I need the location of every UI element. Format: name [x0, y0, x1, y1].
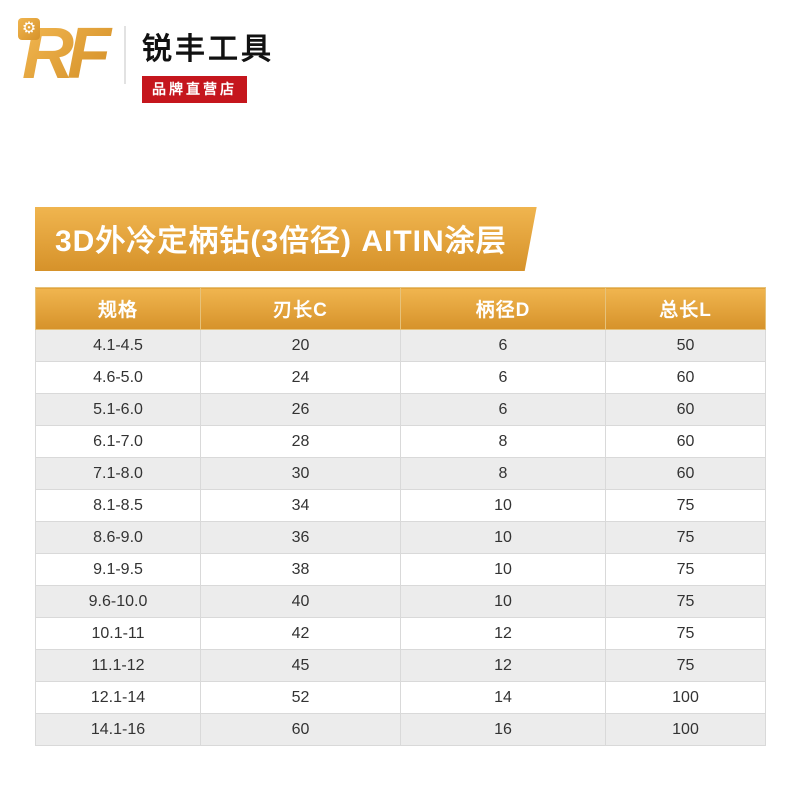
table-cell: 10.1-11 [35, 617, 201, 650]
table-cell: 60 [605, 425, 766, 458]
brand-logo: ⚙ RF [18, 16, 114, 90]
table-cell: 75 [605, 553, 766, 586]
spec-table: 规格 刃长C 柄径D 总长L 4.1-4.5 20 6 50 4.6-5.0 24 6 60 5.1-… [35, 287, 766, 746]
table-cell: 4.1-4.5 [35, 329, 201, 362]
table-cell: 7.1-8.0 [35, 457, 201, 490]
table-cell: 9.1-9.5 [35, 553, 201, 586]
table-row: 4.6-5.0 24 6 60 [35, 361, 766, 394]
table-row: 6.1-7.0 28 8 60 [35, 425, 766, 458]
table-cell: 6.1-7.0 [35, 425, 201, 458]
table-row: 4.1-4.5 20 6 50 [35, 329, 766, 362]
table-row: 7.1-8.0 30 8 60 [35, 457, 766, 490]
table-cell: 12 [400, 617, 606, 650]
table-cell: 60 [200, 713, 401, 746]
table-cell: 6 [400, 393, 606, 426]
table-cell: 75 [605, 521, 766, 554]
table-cell: 12.1-14 [35, 681, 201, 714]
table-cell: 28 [200, 425, 401, 458]
table-cell: 45 [200, 649, 401, 682]
brand-badge: 品牌直营店 [141, 76, 247, 103]
table-cell: 10 [400, 585, 606, 618]
column-header: 刃长C [200, 287, 401, 330]
table-row: 5.1-6.0 26 6 60 [35, 393, 766, 426]
table-cell: 50 [605, 329, 766, 362]
table-row: 9.1-9.5 38 10 75 [35, 553, 766, 586]
table-body: 4.1-4.5 20 6 50 4.6-5.0 24 6 60 5.1-6.0 26 6 60 6.1-… [35, 329, 766, 746]
brand-block: 锐丰工具 品牌直营店 [141, 16, 274, 103]
table-cell: 75 [605, 489, 766, 522]
table-cell: 30 [200, 457, 401, 490]
table-cell: 60 [605, 393, 766, 426]
table-row: 12.1-14 52 14 100 [35, 681, 766, 714]
table-row: 8.6-9.0 36 10 75 [35, 521, 766, 554]
table-cell: 75 [605, 585, 766, 618]
table-header-row: 规格 刃长C 柄径D 总长L [35, 287, 766, 330]
table-cell: 8 [400, 457, 606, 490]
table-cell: 8.6-9.0 [35, 521, 201, 554]
spec-table-wrap: 规格 刃长C 柄径D 总长L 4.1-4.5 20 6 50 4.6-5.0 24 6 60 5.1-… [0, 271, 800, 746]
product-title-banner: 3D外冷定柄钻(3倍径) AITIN涂层 [35, 207, 537, 271]
table-cell: 4.6-5.0 [35, 361, 201, 394]
table-cell: 9.6-10.0 [35, 585, 201, 618]
table-cell: 36 [200, 521, 401, 554]
table-cell: 11.1-12 [35, 649, 201, 682]
table-cell: 14 [400, 681, 606, 714]
table-row: 10.1-11 42 12 75 [35, 617, 766, 650]
table-cell: 52 [200, 681, 401, 714]
column-header: 总长L [605, 287, 766, 330]
table-cell: 6 [400, 361, 606, 394]
table-cell: 12 [400, 649, 606, 682]
table-cell: 16 [400, 713, 606, 746]
table-cell: 6 [400, 329, 606, 362]
table-cell: 40 [200, 585, 401, 618]
table-row: 9.6-10.0 40 10 75 [35, 585, 766, 618]
table-cell: 8 [400, 425, 606, 458]
table-cell: 24 [200, 361, 401, 394]
table-row: 14.1-16 60 16 100 [35, 713, 766, 746]
table-cell: 14.1-16 [35, 713, 201, 746]
table-cell: 10 [400, 489, 606, 522]
table-cell: 75 [605, 649, 766, 682]
table-cell: 10 [400, 521, 606, 554]
table-cell: 5.1-6.0 [35, 393, 201, 426]
table-cell: 26 [200, 393, 401, 426]
table-row: 8.1-8.5 34 10 75 [35, 489, 766, 522]
table-cell: 20 [200, 329, 401, 362]
table-cell: 60 [605, 361, 766, 394]
gear-icon: ⚙ [18, 18, 40, 40]
header-divider [123, 26, 126, 84]
brand-name: 锐丰工具 [141, 33, 274, 66]
table-cell: 60 [605, 457, 766, 490]
table-cell: 38 [200, 553, 401, 586]
column-header: 柄径D [400, 287, 606, 330]
table-cell: 100 [605, 681, 766, 714]
table-cell: 42 [200, 617, 401, 650]
table-cell: 100 [605, 713, 766, 746]
table-cell: 34 [200, 489, 401, 522]
table-cell: 8.1-8.5 [35, 489, 201, 522]
column-header: 规格 [35, 287, 201, 330]
table-row: 11.1-12 45 12 75 [35, 649, 766, 682]
brand-header: ⚙ RF 锐丰工具 品牌直营店 [0, 0, 800, 103]
table-cell: 75 [605, 617, 766, 650]
table-cell: 10 [400, 553, 606, 586]
